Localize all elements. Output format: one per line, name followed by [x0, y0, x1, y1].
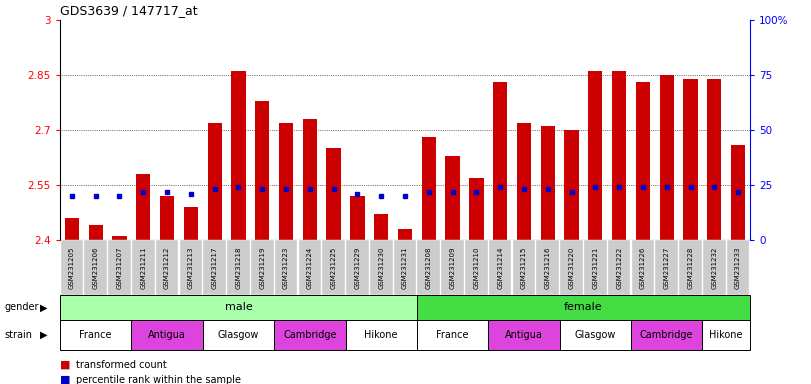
Bar [303, 119, 317, 240]
Bar [588, 71, 603, 240]
Text: GDS3639 / 147717_at: GDS3639 / 147717_at [60, 5, 198, 17]
Text: Antigua: Antigua [505, 330, 543, 340]
Text: GSM231225: GSM231225 [331, 247, 337, 289]
Text: ▶: ▶ [40, 330, 47, 340]
Bar [65, 218, 79, 240]
Bar [612, 71, 626, 240]
Bar [184, 207, 198, 240]
Text: Glasgow: Glasgow [575, 330, 616, 340]
Bar [231, 71, 246, 240]
Bar [327, 148, 341, 240]
Bar [445, 156, 460, 240]
Text: GSM231219: GSM231219 [260, 246, 265, 289]
Text: GSM231224: GSM231224 [307, 247, 313, 289]
Bar [398, 229, 412, 240]
Text: GSM231206: GSM231206 [92, 246, 99, 289]
Bar [422, 137, 436, 240]
Bar [255, 101, 269, 240]
Text: GSM231207: GSM231207 [117, 246, 122, 289]
Text: GSM231223: GSM231223 [283, 246, 289, 289]
Text: Cambridge: Cambridge [640, 330, 693, 340]
Text: GSM231226: GSM231226 [640, 246, 646, 289]
Text: GSM231228: GSM231228 [688, 246, 693, 289]
Text: France: France [436, 330, 469, 340]
Text: Cambridge: Cambridge [283, 330, 337, 340]
Bar [136, 174, 150, 240]
Text: GSM231216: GSM231216 [545, 246, 551, 289]
Text: GSM231233: GSM231233 [735, 246, 741, 289]
Text: GSM231231: GSM231231 [402, 246, 408, 289]
Bar [160, 196, 174, 240]
Text: GSM231222: GSM231222 [616, 247, 622, 289]
Text: female: female [564, 303, 603, 313]
Text: strain: strain [4, 330, 32, 340]
Text: GSM231212: GSM231212 [164, 246, 170, 289]
Text: GSM231220: GSM231220 [569, 246, 574, 289]
Text: GSM231208: GSM231208 [426, 246, 431, 289]
Text: percentile rank within the sample: percentile rank within the sample [76, 375, 241, 384]
Text: GSM231232: GSM231232 [711, 246, 717, 289]
Text: ■: ■ [60, 360, 71, 370]
Text: GSM231230: GSM231230 [378, 246, 384, 289]
Text: transformed count: transformed count [76, 360, 167, 370]
Bar [541, 126, 555, 240]
Text: GSM231227: GSM231227 [663, 246, 670, 289]
Text: GSM231217: GSM231217 [212, 246, 217, 289]
Text: Antigua: Antigua [148, 330, 186, 340]
Bar [517, 122, 531, 240]
Bar [707, 79, 722, 240]
Text: GSM231218: GSM231218 [235, 246, 242, 289]
Bar [684, 79, 697, 240]
Text: GSM231211: GSM231211 [140, 246, 146, 289]
Bar [88, 225, 103, 240]
Text: Hikone: Hikone [710, 330, 743, 340]
Bar [374, 214, 388, 240]
Text: GSM231215: GSM231215 [521, 246, 527, 289]
Text: GSM231210: GSM231210 [474, 246, 479, 289]
Text: GSM231229: GSM231229 [354, 246, 360, 289]
Text: Glasgow: Glasgow [218, 330, 260, 340]
Bar [659, 75, 674, 240]
Bar [350, 196, 365, 240]
Bar [279, 122, 293, 240]
Bar [636, 82, 650, 240]
Bar [731, 145, 745, 240]
Text: GSM231209: GSM231209 [449, 246, 456, 289]
Text: GSM231205: GSM231205 [69, 246, 75, 289]
Text: male: male [225, 303, 252, 313]
Text: Hikone: Hikone [364, 330, 398, 340]
Text: France: France [79, 330, 112, 340]
Text: GSM231213: GSM231213 [188, 246, 194, 289]
Text: ▶: ▶ [40, 303, 47, 313]
Bar [493, 82, 508, 240]
Text: ■: ■ [60, 375, 71, 384]
Bar [113, 236, 127, 240]
Bar [564, 130, 579, 240]
Text: GSM231221: GSM231221 [592, 246, 599, 289]
Bar [470, 178, 483, 240]
Text: gender: gender [4, 303, 39, 313]
Bar [208, 122, 221, 240]
Text: GSM231214: GSM231214 [497, 246, 503, 289]
